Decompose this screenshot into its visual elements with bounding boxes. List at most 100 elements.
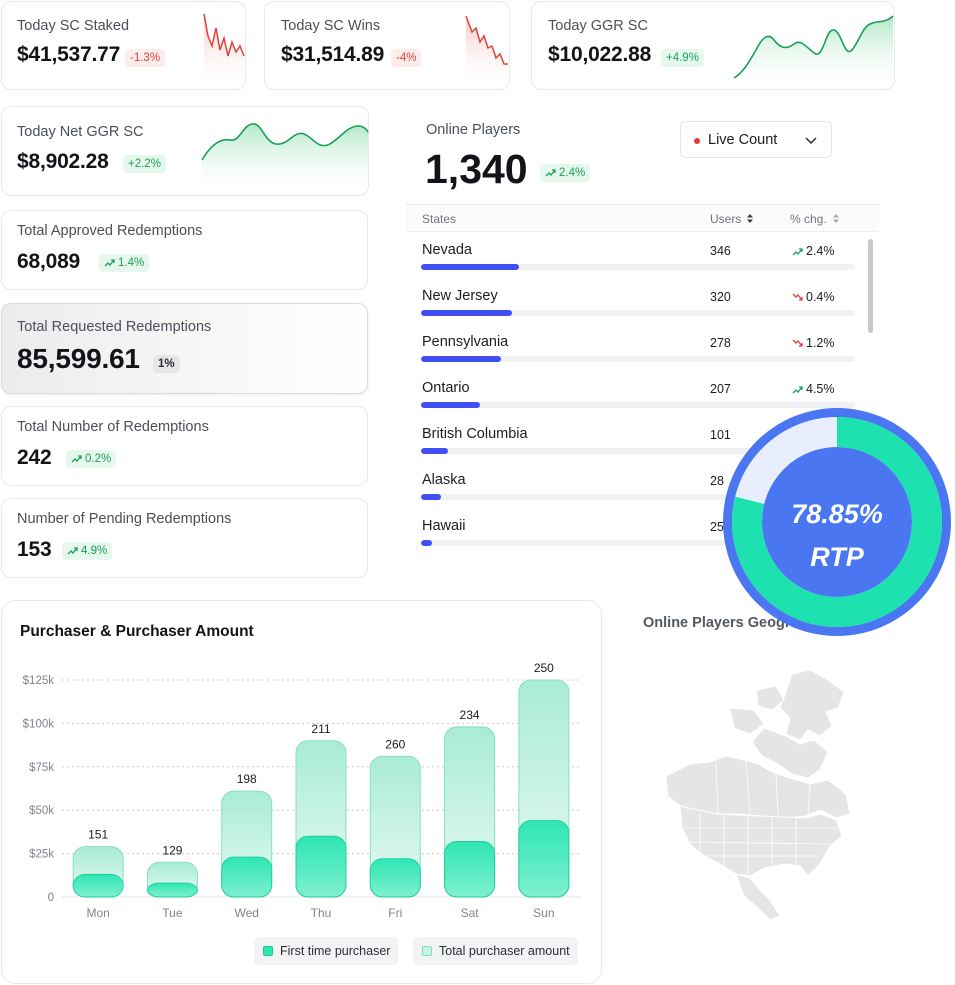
sparkline bbox=[201, 123, 369, 196]
sort-icon bbox=[747, 214, 754, 223]
trend-up-icon bbox=[71, 455, 82, 463]
select-label: Live Count bbox=[708, 132, 778, 148]
trend-up-icon bbox=[792, 248, 803, 256]
trend-down-icon bbox=[792, 293, 803, 301]
legend-label: First time purchaser bbox=[280, 944, 391, 958]
purchaser-bar-chart: 0 $25k $50k $75k $100k $125k 151 Mon 129 Tue 198 We… bbox=[23, 661, 582, 920]
bar-first-time-purchaser bbox=[221, 856, 273, 898]
state-pct: 0.4% bbox=[792, 290, 835, 304]
share-bar bbox=[421, 540, 855, 546]
share-bar bbox=[421, 310, 855, 316]
state-users: 320 bbox=[710, 290, 731, 304]
share-bar-fill bbox=[421, 264, 519, 270]
online-players-count: 1,340 bbox=[425, 146, 528, 192]
sparkline bbox=[465, 15, 508, 90]
bar-first-time-purchaser bbox=[369, 858, 421, 898]
trend-up-icon bbox=[104, 259, 115, 267]
x-tick-label: Tue bbox=[162, 906, 183, 920]
share-bar-fill bbox=[421, 494, 441, 500]
bar-data-label: 198 bbox=[237, 772, 257, 786]
x-tick-label: Wed bbox=[234, 906, 258, 920]
bar-data-label: 250 bbox=[534, 661, 554, 675]
state-name: British Columbia bbox=[422, 426, 528, 442]
share-bar-fill bbox=[421, 402, 481, 408]
legend-first-time-purchaser[interactable]: First time purchaser bbox=[254, 937, 399, 965]
state-name: New Jersey bbox=[422, 288, 498, 304]
change-badge: 4.9% bbox=[62, 542, 113, 560]
x-tick-label: Fri bbox=[388, 906, 402, 920]
col-header-state: States bbox=[422, 212, 457, 226]
kpi-value: 85,599.61 bbox=[17, 343, 140, 374]
state-name: Alaska bbox=[422, 472, 466, 488]
x-tick-label: Mon bbox=[86, 906, 109, 920]
state-name: Hawaii bbox=[422, 518, 466, 534]
kpi-label: Total Approved Redemptions bbox=[17, 223, 203, 239]
change-badge: 0.2% bbox=[66, 450, 117, 468]
rtp-center bbox=[763, 448, 911, 596]
state-pct: 2.4% bbox=[792, 244, 835, 258]
kpi-label: Today Net GGR SC bbox=[17, 124, 144, 140]
x-tick-label: Sun bbox=[533, 906, 554, 920]
share-bar bbox=[421, 402, 855, 408]
kpi-label: Today SC Staked bbox=[17, 18, 130, 34]
change-badge: +2.2% bbox=[123, 155, 166, 173]
map-title: Online Players Geogra bbox=[643, 615, 799, 631]
bar-data-label: 234 bbox=[460, 708, 480, 722]
state-pct: 1.2% bbox=[792, 336, 835, 350]
change-badge: 1% bbox=[153, 355, 180, 373]
change-badge: -1.3% bbox=[125, 49, 166, 67]
share-bar bbox=[421, 264, 855, 270]
col-header-users[interactable]: Users bbox=[710, 212, 754, 226]
state-name: Nevada bbox=[422, 242, 472, 258]
state-name: Pennsylvania bbox=[422, 334, 509, 350]
state-users: 101 bbox=[710, 428, 731, 442]
north-america-map bbox=[665, 669, 851, 921]
share-bar bbox=[421, 494, 855, 500]
bar-data-label: 151 bbox=[88, 828, 108, 842]
trend-down-icon bbox=[792, 339, 803, 347]
change-badge: -4% bbox=[391, 49, 422, 67]
kpi-value: 68,089 bbox=[17, 250, 81, 273]
share-bar-fill bbox=[421, 356, 502, 362]
bar-data-label: 260 bbox=[385, 737, 405, 751]
sort-icon bbox=[832, 214, 839, 223]
kpi-card-pending-redemptions[interactable] bbox=[1, 498, 368, 578]
state-users: 346 bbox=[710, 244, 731, 258]
table-divider bbox=[406, 204, 879, 205]
bar-first-time-purchaser bbox=[295, 835, 347, 898]
scrollbar-thumb[interactable] bbox=[868, 239, 873, 333]
kpi-label: Today SC Wins bbox=[281, 18, 381, 34]
y-tick-label: $25k bbox=[29, 849, 54, 861]
online-players-title: Online Players bbox=[426, 122, 521, 138]
kpi-value: $10,022.88 bbox=[548, 43, 652, 66]
rtp-label: RTP bbox=[810, 542, 864, 572]
live-dot-icon bbox=[694, 138, 700, 144]
live-count-select[interactable]: Live Count bbox=[680, 121, 832, 158]
x-tick-label: Thu bbox=[311, 906, 332, 920]
kpi-card-requested-redemptions[interactable] bbox=[1, 303, 368, 394]
kpi-card-number-redemptions[interactable] bbox=[1, 406, 368, 486]
y-tick-label: $125k bbox=[23, 675, 55, 687]
bar-first-time-purchaser bbox=[444, 840, 496, 898]
y-tick-label: $75k bbox=[29, 762, 54, 774]
kpi-label: Today GGR SC bbox=[548, 18, 648, 34]
state-users: 28 bbox=[710, 474, 724, 488]
state-users: 207 bbox=[710, 382, 731, 396]
sparkline bbox=[203, 13, 245, 90]
change-badge: 2.4% bbox=[540, 164, 591, 182]
bar-first-time-purchaser bbox=[146, 882, 198, 898]
trend-up-icon bbox=[67, 547, 78, 555]
kpi-label: Number of Pending Redemptions bbox=[17, 511, 232, 527]
change-badge: +4.9% bbox=[661, 49, 704, 67]
kpi-value: $31,514.89 bbox=[281, 43, 385, 66]
legend-total-purchaser-amount[interactable]: Total purchaser amount bbox=[413, 937, 578, 965]
kpi-value: 153 bbox=[17, 538, 52, 561]
chevron-down-icon bbox=[805, 137, 817, 145]
share-bar-fill bbox=[421, 540, 433, 546]
rtp-donut bbox=[732, 417, 942, 627]
y-tick-label: $50k bbox=[29, 805, 54, 817]
col-header-pct[interactable]: % chg. bbox=[790, 212, 840, 226]
kpi-card-approved-redemptions[interactable] bbox=[1, 210, 368, 290]
table-header bbox=[406, 205, 879, 232]
trend-up-icon bbox=[545, 169, 556, 177]
